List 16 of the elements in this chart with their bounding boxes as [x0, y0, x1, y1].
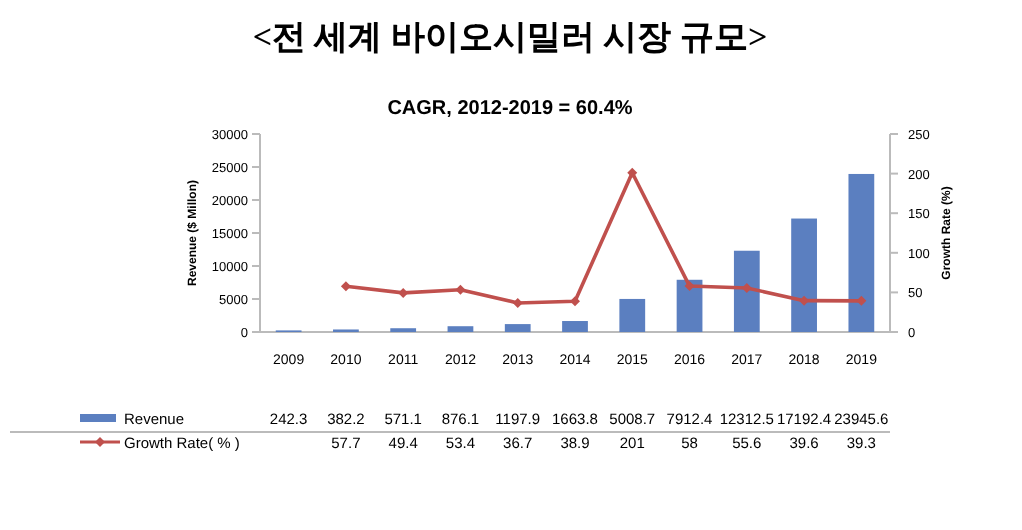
point	[512, 297, 523, 308]
bar	[791, 218, 817, 332]
bar	[848, 173, 875, 332]
bar	[619, 298, 646, 332]
bar	[504, 324, 531, 332]
title: <전 세계 바이오시밀러 시장 규모>	[252, 18, 768, 56]
point	[455, 284, 466, 295]
point	[340, 281, 351, 292]
subtitle: CAGR, 2012-2019 = 60.4%	[387, 98, 633, 120]
point	[570, 296, 580, 307]
point	[627, 167, 638, 178]
bar	[562, 321, 588, 332]
bar	[733, 250, 760, 332]
bar	[676, 279, 703, 332]
bar	[447, 326, 474, 332]
point	[684, 281, 695, 292]
